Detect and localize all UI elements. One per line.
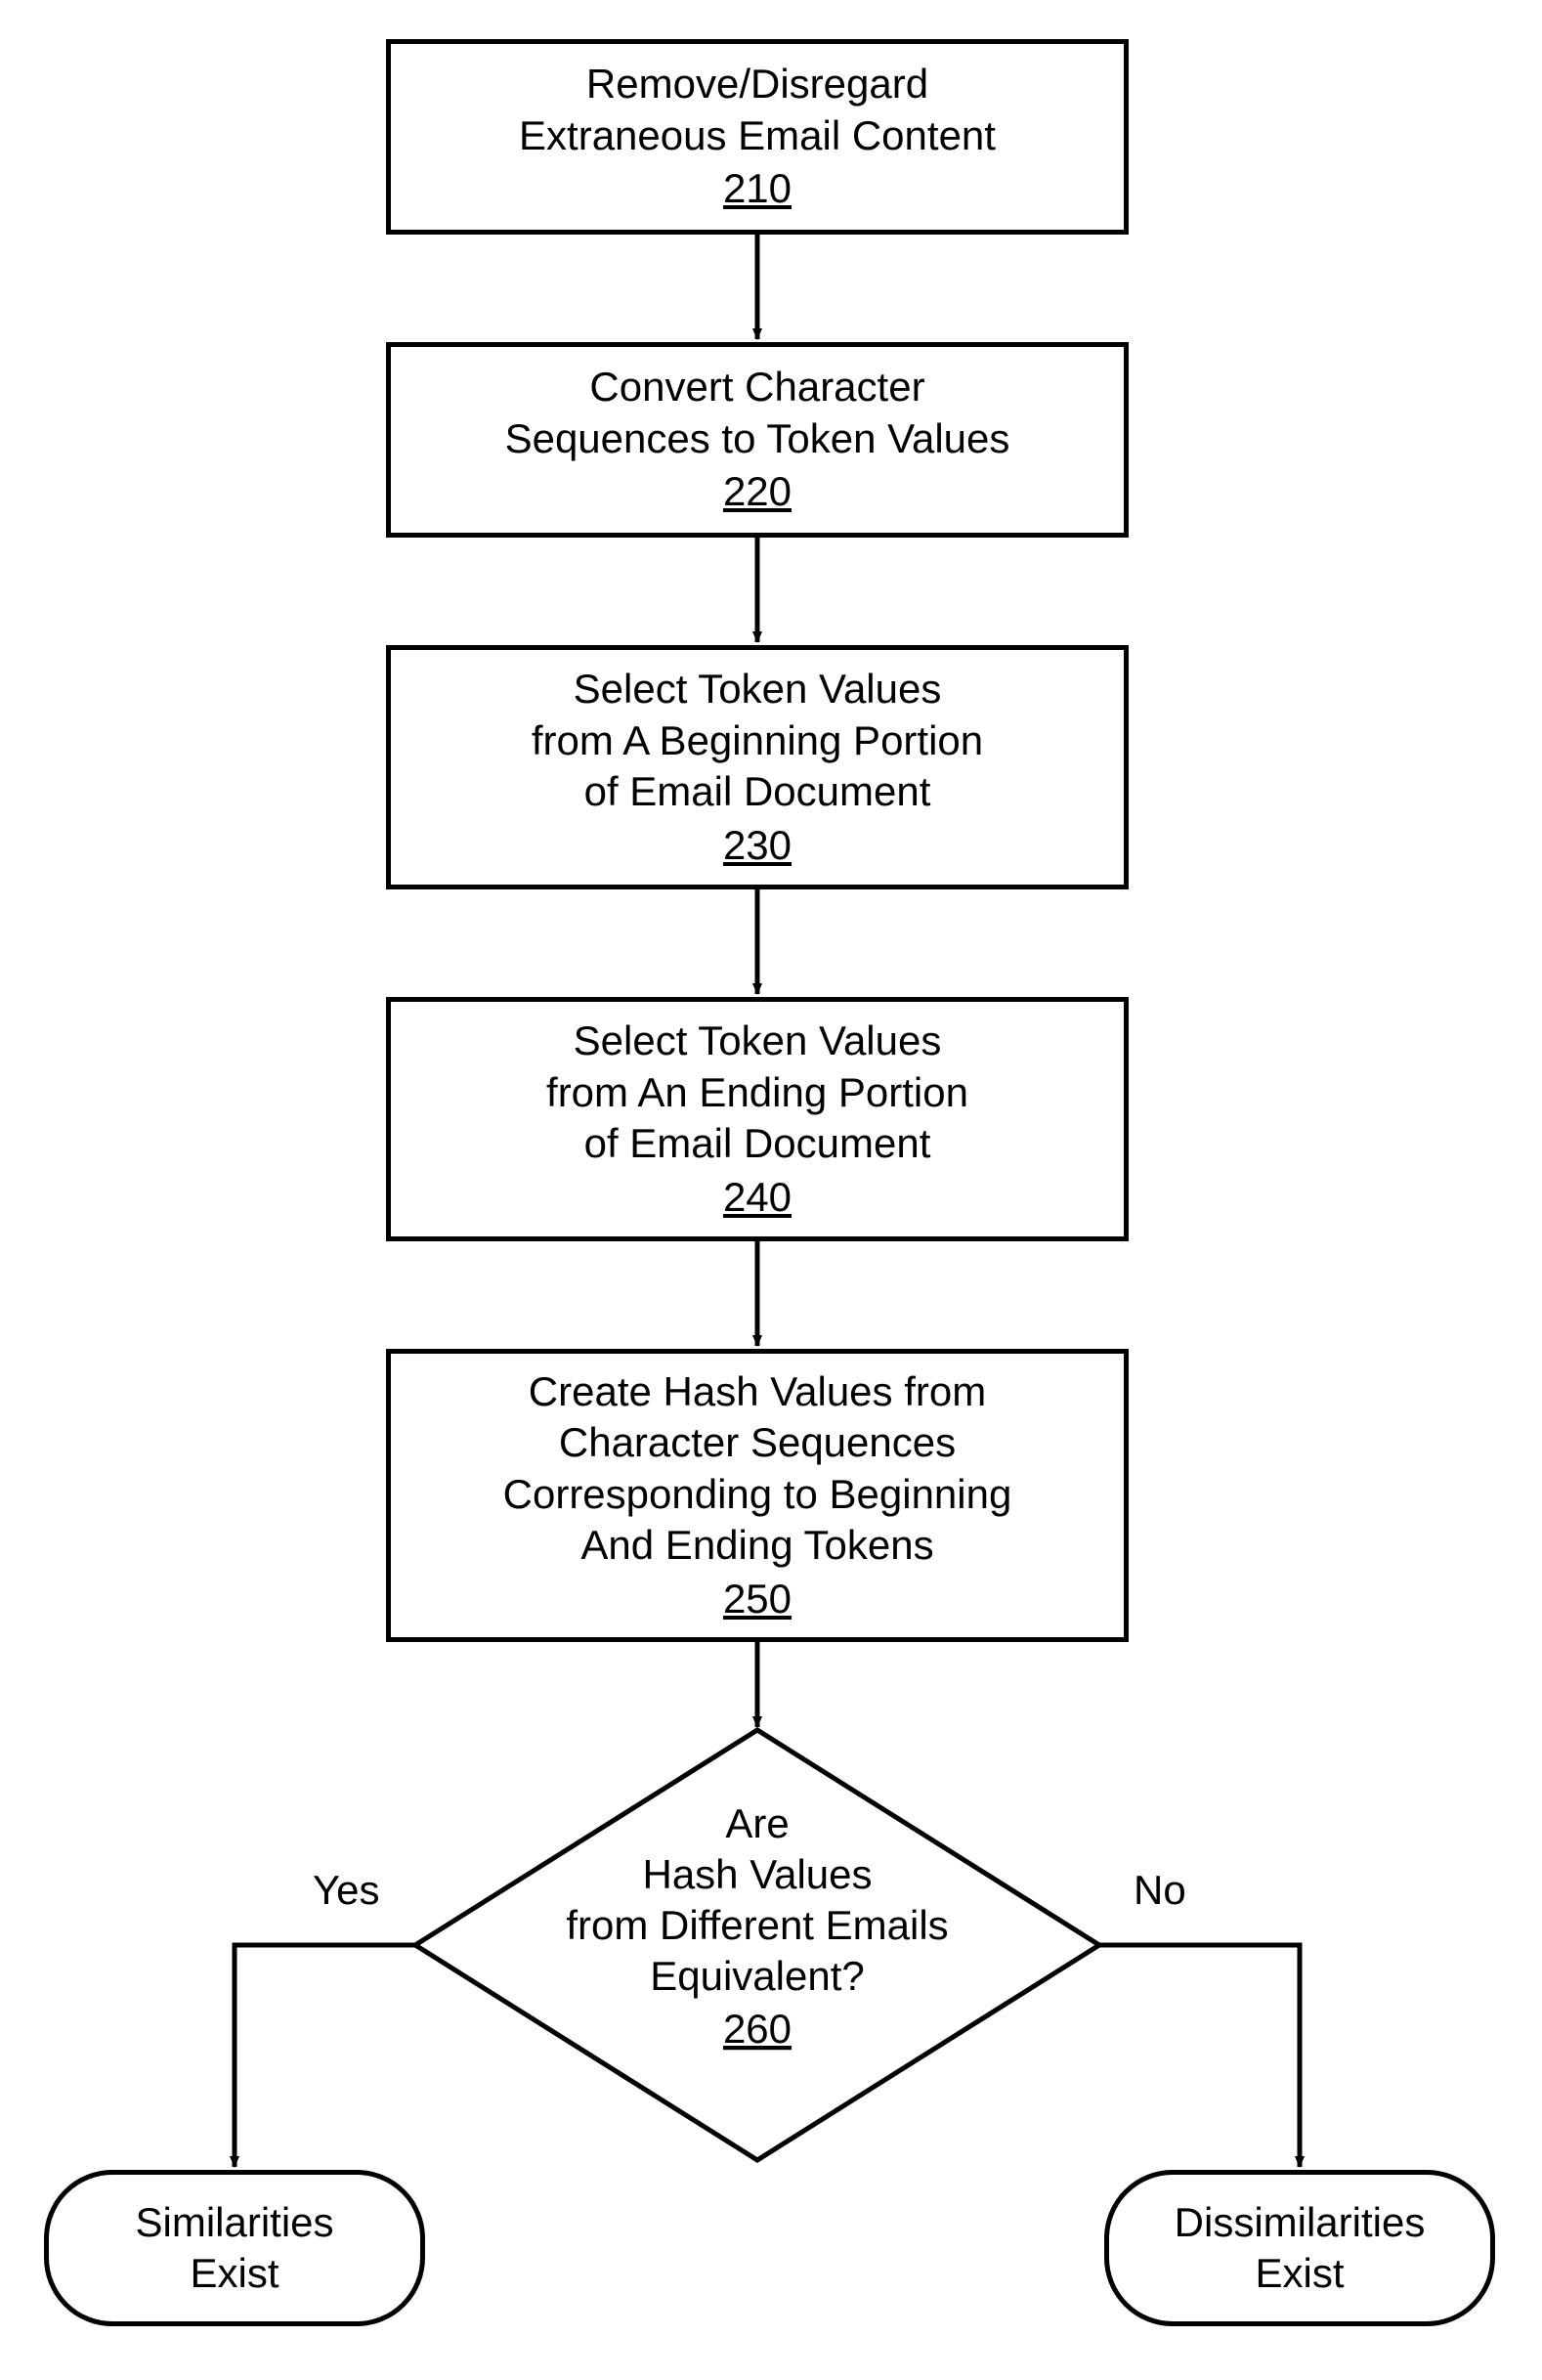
node-text: of Email Document	[584, 1118, 931, 1170]
node-text: Dissimilarities	[1175, 2197, 1426, 2249]
node-text: Equivalent?	[650, 1953, 865, 1999]
node-250: Create Hash Values from Character Sequen…	[386, 1349, 1129, 1642]
node-text: from Different Emails	[566, 1902, 948, 1948]
node-text: Convert Character	[589, 362, 924, 413]
node-220: Convert Character Sequences to Token Val…	[386, 342, 1129, 538]
node-text: Extraneous Email Content	[519, 110, 996, 162]
node-text: from An Ending Portion	[546, 1067, 968, 1119]
edge-yes	[235, 1945, 415, 2167]
node-text: Select Token Values	[574, 1016, 942, 1067]
node-text: of Email Document	[584, 766, 931, 818]
node-240: Select Token Values from An Ending Porti…	[386, 997, 1129, 1241]
node-text: from A Beginning Portion	[532, 715, 983, 767]
node-text: Hash Values	[642, 1851, 872, 1897]
node-text: Character Sequences	[559, 1417, 956, 1469]
node-260: Are Hash Values from Different Emails Eq…	[415, 1730, 1099, 2160]
node-text: Exist	[1255, 2248, 1344, 2300]
terminator-dissimilarities: Dissimilarities Exist	[1104, 2170, 1495, 2326]
node-210: Remove/Disregard Extraneous Email Conten…	[386, 39, 1129, 235]
node-text: Similarities	[135, 2197, 333, 2249]
node-text: Create Hash Values from	[529, 1366, 986, 1418]
node-ref: 240	[723, 1172, 792, 1224]
node-text: Corresponding to Beginning	[503, 1469, 1012, 1521]
node-ref: 210	[723, 163, 792, 215]
edge-label-no: No	[1134, 1867, 1186, 1914]
node-230: Select Token Values from A Beginning Por…	[386, 645, 1129, 889]
edge-label-yes: Yes	[313, 1867, 380, 1914]
terminator-similarities: Similarities Exist	[44, 2170, 425, 2326]
flowchart-canvas: Remove/Disregard Extraneous Email Conten…	[0, 0, 1542, 2380]
node-ref: 260	[723, 2006, 792, 2052]
node-text: And Ending Tokens	[580, 1520, 933, 1572]
node-ref: 220	[723, 466, 792, 518]
edge-no	[1099, 1945, 1300, 2167]
node-ref: 230	[723, 820, 792, 872]
node-text: Remove/Disregard	[586, 59, 928, 110]
node-text: Sequences to Token Values	[505, 413, 1010, 465]
node-text: Select Token Values	[574, 664, 942, 715]
node-text: Exist	[190, 2248, 278, 2300]
node-ref: 250	[723, 1574, 792, 1625]
node-text: Are	[725, 1800, 789, 1846]
